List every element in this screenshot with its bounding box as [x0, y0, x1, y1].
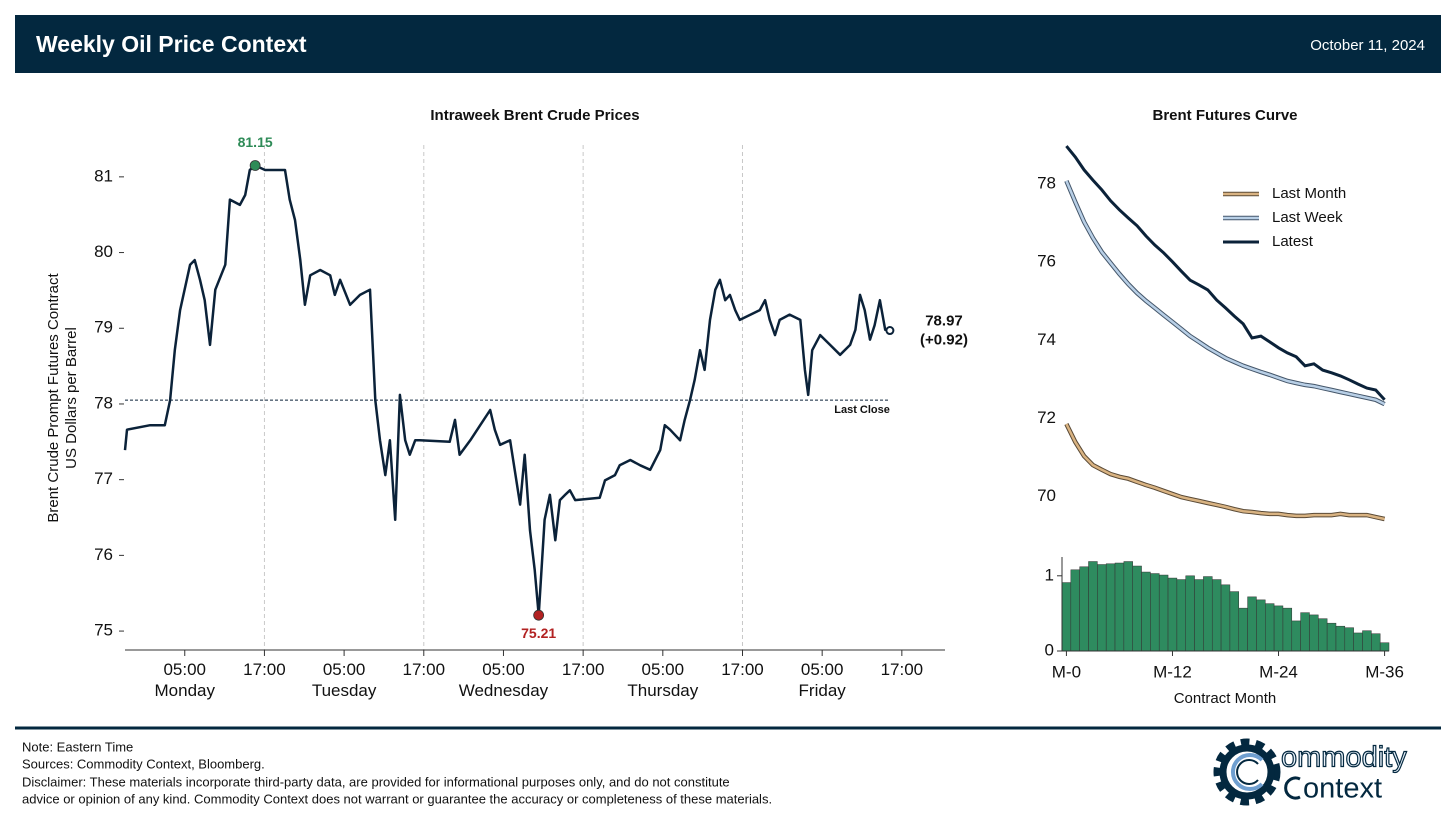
logo-gear — [1213, 738, 1281, 806]
y-tick-label: 76 — [1037, 252, 1056, 271]
x-tick-label: M-36 — [1365, 662, 1404, 681]
chart-title: Intraweek Brent Crude Prices — [430, 107, 639, 124]
y-tick-label: 77 — [94, 469, 113, 488]
chart-title: Brent Futures Curve — [1152, 107, 1297, 124]
y-tick-label: 72 — [1037, 408, 1056, 427]
price-line — [123, 164, 891, 617]
bar — [1141, 571, 1151, 652]
y-tick-label: 78 — [94, 393, 113, 412]
bar — [1105, 563, 1116, 652]
y-tick-label: 75 — [94, 621, 113, 640]
bar — [1344, 627, 1354, 652]
bar — [1265, 603, 1275, 652]
legend-label: Last Week — [1272, 209, 1343, 226]
x-tick-label: 05:00 Wednesday — [459, 660, 549, 700]
y-tick-label: 81 — [94, 166, 113, 185]
x-tick-label: M-12 — [1153, 662, 1192, 681]
bar — [1362, 630, 1372, 652]
y-tick-label: 70 — [1037, 486, 1056, 505]
bar — [1176, 579, 1186, 652]
y-axis-label: US Dollars per Barrel — [63, 327, 80, 469]
x-tick-label: 05:00 Tuesday — [312, 660, 377, 700]
bar — [1229, 591, 1240, 652]
bar — [1185, 575, 1195, 652]
y-tick-label: 79 — [94, 318, 113, 337]
header-bar — [15, 15, 1441, 73]
logo-text: ontext — [1303, 773, 1382, 805]
footer-note: Note: Eastern Time — [22, 739, 133, 754]
bar — [1079, 566, 1089, 652]
curve-line — [1065, 180, 1386, 406]
bar — [1273, 605, 1284, 652]
bar — [1335, 625, 1346, 652]
x-tick-label: 17:00 — [403, 660, 446, 679]
y-tick-label: 76 — [94, 545, 113, 564]
bar — [1256, 599, 1266, 652]
logo-text: ommodity — [1281, 742, 1407, 774]
footer-note: advice or opinion of any kind. Commodity… — [22, 791, 772, 806]
bar — [1123, 561, 1133, 652]
bar — [1158, 574, 1169, 652]
bar — [1114, 562, 1125, 652]
x-tick-label: 17:00 — [243, 660, 286, 679]
x-tick-label: 05:00 Friday — [799, 660, 847, 700]
x-tick-label: 05:00 Monday — [155, 660, 216, 700]
x-axis-label: Contract Month — [1174, 690, 1277, 707]
x-tick-label: 17:00 — [881, 660, 924, 679]
bar — [1150, 573, 1160, 652]
curve-outline — [1064, 423, 1386, 522]
curve-line — [1065, 423, 1385, 521]
x-tick-label: 17:00 — [721, 660, 764, 679]
extreme-label: 75.21 — [521, 625, 556, 641]
x-tick-label: 05:00 Thursday — [627, 660, 698, 700]
bar — [1282, 607, 1293, 652]
reference-label: Last Close — [834, 404, 890, 416]
bar — [1379, 642, 1390, 652]
bar — [1194, 579, 1204, 652]
page-date: October 11, 2024 — [1310, 37, 1425, 54]
legend-label: Latest — [1272, 233, 1314, 250]
bar — [1061, 582, 1072, 652]
bar — [1300, 612, 1310, 652]
bar — [1070, 569, 1080, 652]
curve-line — [1065, 145, 1386, 401]
bar — [1203, 576, 1213, 652]
extreme-marker — [249, 160, 261, 171]
x-tick-label: M-0 — [1052, 662, 1081, 681]
footer-note: Disclaimer: These materials incorporate … — [22, 774, 730, 789]
footer-note: Sources: Commodity Context, Bloomberg. — [22, 756, 265, 771]
bar — [1220, 584, 1231, 652]
y-axis-label: Brent Crude Prompt Futures Contract — [45, 273, 62, 523]
y-tick-label: 1 — [1045, 565, 1054, 584]
logo-c — [1284, 776, 1301, 800]
bar — [1132, 565, 1142, 652]
x-tick-label: 17:00 — [562, 660, 605, 679]
bar — [1088, 561, 1098, 652]
bar — [1247, 596, 1257, 652]
bar — [1318, 618, 1328, 652]
y-tick-label: 0 — [1045, 640, 1054, 659]
bar — [1371, 633, 1381, 652]
bar — [1353, 632, 1363, 652]
y-tick-label: 74 — [1037, 330, 1056, 349]
last-marker — [885, 326, 895, 336]
bar — [1097, 564, 1107, 652]
bar — [1326, 622, 1337, 652]
legend-label: Last Month — [1272, 185, 1346, 202]
change-label: (+0.92) — [920, 331, 968, 348]
extreme-marker — [533, 609, 545, 621]
bar — [1309, 614, 1319, 652]
bar — [1238, 607, 1248, 652]
extreme-label: 81.15 — [238, 134, 273, 150]
page-title: Weekly Oil Price Context — [36, 31, 307, 57]
y-tick-label: 78 — [1037, 173, 1056, 192]
y-tick-label: 80 — [94, 242, 113, 261]
bar — [1211, 579, 1222, 652]
bar — [1167, 577, 1178, 652]
last-label: 78.97 — [925, 312, 963, 329]
x-tick-label: M-24 — [1259, 662, 1298, 681]
bar — [1291, 620, 1301, 652]
